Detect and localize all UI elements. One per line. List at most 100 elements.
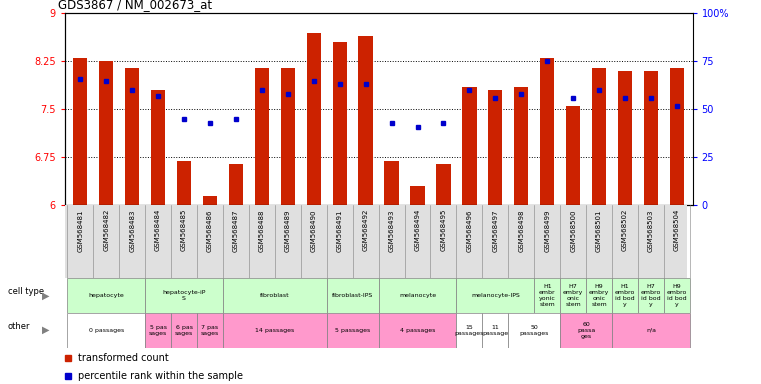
Text: H7
embro
id bod
y: H7 embro id bod y: [641, 285, 661, 307]
Bar: [229, 164, 243, 205]
Bar: [489, 90, 502, 205]
Text: GSM568494: GSM568494: [415, 209, 421, 252]
Text: percentile rank within the sample: percentile rank within the sample: [78, 371, 244, 381]
Bar: [378, 313, 457, 348]
Text: GSM568486: GSM568486: [207, 209, 213, 252]
Text: GSM568485: GSM568485: [181, 209, 187, 252]
Bar: [197, 313, 223, 348]
Bar: [534, 278, 560, 313]
Bar: [171, 313, 197, 348]
Text: GDS3867 / NM_002673_at: GDS3867 / NM_002673_at: [59, 0, 212, 11]
Bar: [560, 313, 612, 348]
Text: GSM568498: GSM568498: [518, 209, 524, 252]
Text: H9
embry
onic
stem: H9 embry onic stem: [589, 285, 610, 307]
Text: GSM568496: GSM568496: [466, 209, 473, 252]
Text: hepatocyte: hepatocyte: [88, 293, 124, 298]
Text: fibroblast-IPS: fibroblast-IPS: [332, 293, 374, 298]
Text: fibroblast: fibroblast: [260, 293, 290, 298]
Bar: [255, 68, 269, 205]
Bar: [618, 71, 632, 205]
Text: GSM568504: GSM568504: [674, 209, 680, 252]
Bar: [566, 106, 581, 205]
Text: cell type: cell type: [8, 287, 43, 296]
Bar: [99, 61, 113, 205]
Text: 4 passages: 4 passages: [400, 328, 435, 333]
Text: 14 passages: 14 passages: [255, 328, 295, 333]
Text: GSM568497: GSM568497: [492, 209, 498, 252]
Text: 7 pas
sages: 7 pas sages: [201, 325, 219, 336]
Bar: [508, 313, 560, 348]
Bar: [457, 313, 482, 348]
Bar: [73, 58, 88, 205]
Bar: [592, 68, 607, 205]
Bar: [482, 313, 508, 348]
Bar: [326, 313, 378, 348]
Text: GSM568501: GSM568501: [596, 209, 602, 252]
Text: 15
passages: 15 passages: [455, 325, 484, 336]
Bar: [358, 36, 373, 205]
Text: GSM568482: GSM568482: [103, 209, 109, 252]
Text: melanocyte: melanocyte: [399, 293, 436, 298]
Bar: [326, 278, 378, 313]
Text: GSM568487: GSM568487: [233, 209, 239, 252]
Bar: [514, 87, 528, 205]
Bar: [333, 42, 347, 205]
Text: GSM568490: GSM568490: [310, 209, 317, 252]
Bar: [203, 196, 217, 205]
Bar: [612, 313, 690, 348]
Text: other: other: [8, 322, 30, 331]
Bar: [223, 278, 326, 313]
Text: melanocyte-IPS: melanocyte-IPS: [471, 293, 520, 298]
Bar: [664, 278, 690, 313]
Text: H7
embry
onic
stem: H7 embry onic stem: [563, 285, 584, 307]
Bar: [177, 161, 191, 205]
Bar: [67, 313, 145, 348]
Text: GSM568499: GSM568499: [544, 209, 550, 252]
Bar: [145, 313, 171, 348]
Text: ▶: ▶: [42, 325, 49, 335]
Bar: [540, 58, 554, 205]
Text: GSM568500: GSM568500: [570, 209, 576, 252]
Text: GSM568491: GSM568491: [336, 209, 342, 252]
Text: GSM568502: GSM568502: [622, 209, 628, 252]
Text: GSM568495: GSM568495: [441, 209, 447, 252]
Bar: [457, 278, 534, 313]
Text: GSM568488: GSM568488: [259, 209, 265, 252]
Bar: [384, 161, 399, 205]
Text: GSM568489: GSM568489: [285, 209, 291, 252]
Bar: [67, 278, 145, 313]
Text: H9
embro
id bod
y: H9 embro id bod y: [667, 285, 687, 307]
Bar: [410, 186, 425, 205]
Bar: [612, 278, 638, 313]
Text: GSM568481: GSM568481: [78, 209, 83, 252]
Text: transformed count: transformed count: [78, 353, 169, 362]
Text: 0 passages: 0 passages: [88, 328, 124, 333]
Bar: [378, 278, 457, 313]
Text: 5 passages: 5 passages: [335, 328, 371, 333]
Bar: [560, 278, 586, 313]
Text: 60
passa
ges: 60 passa ges: [577, 322, 595, 339]
Bar: [436, 164, 451, 205]
Text: GSM568493: GSM568493: [389, 209, 394, 252]
Text: ▶: ▶: [42, 291, 49, 301]
Bar: [586, 278, 612, 313]
Text: GSM568484: GSM568484: [155, 209, 161, 252]
Bar: [281, 68, 295, 205]
Text: GSM568492: GSM568492: [363, 209, 368, 252]
Text: 5 pas
sages: 5 pas sages: [149, 325, 167, 336]
Bar: [125, 68, 139, 205]
Text: H1
embro
id bod
y: H1 embro id bod y: [615, 285, 635, 307]
Text: 6 pas
sages: 6 pas sages: [175, 325, 193, 336]
Text: n/a: n/a: [646, 328, 656, 333]
Text: hepatocyte-iP
S: hepatocyte-iP S: [162, 290, 205, 301]
Bar: [151, 90, 165, 205]
Bar: [670, 68, 684, 205]
Bar: [638, 278, 664, 313]
Text: H1
embr
yonic
stem: H1 embr yonic stem: [539, 285, 556, 307]
Text: 50
passages: 50 passages: [520, 325, 549, 336]
Text: GSM568483: GSM568483: [129, 209, 135, 252]
Text: GSM568503: GSM568503: [648, 209, 654, 252]
Text: 11
passage: 11 passage: [482, 325, 508, 336]
Bar: [644, 71, 658, 205]
Bar: [145, 278, 223, 313]
